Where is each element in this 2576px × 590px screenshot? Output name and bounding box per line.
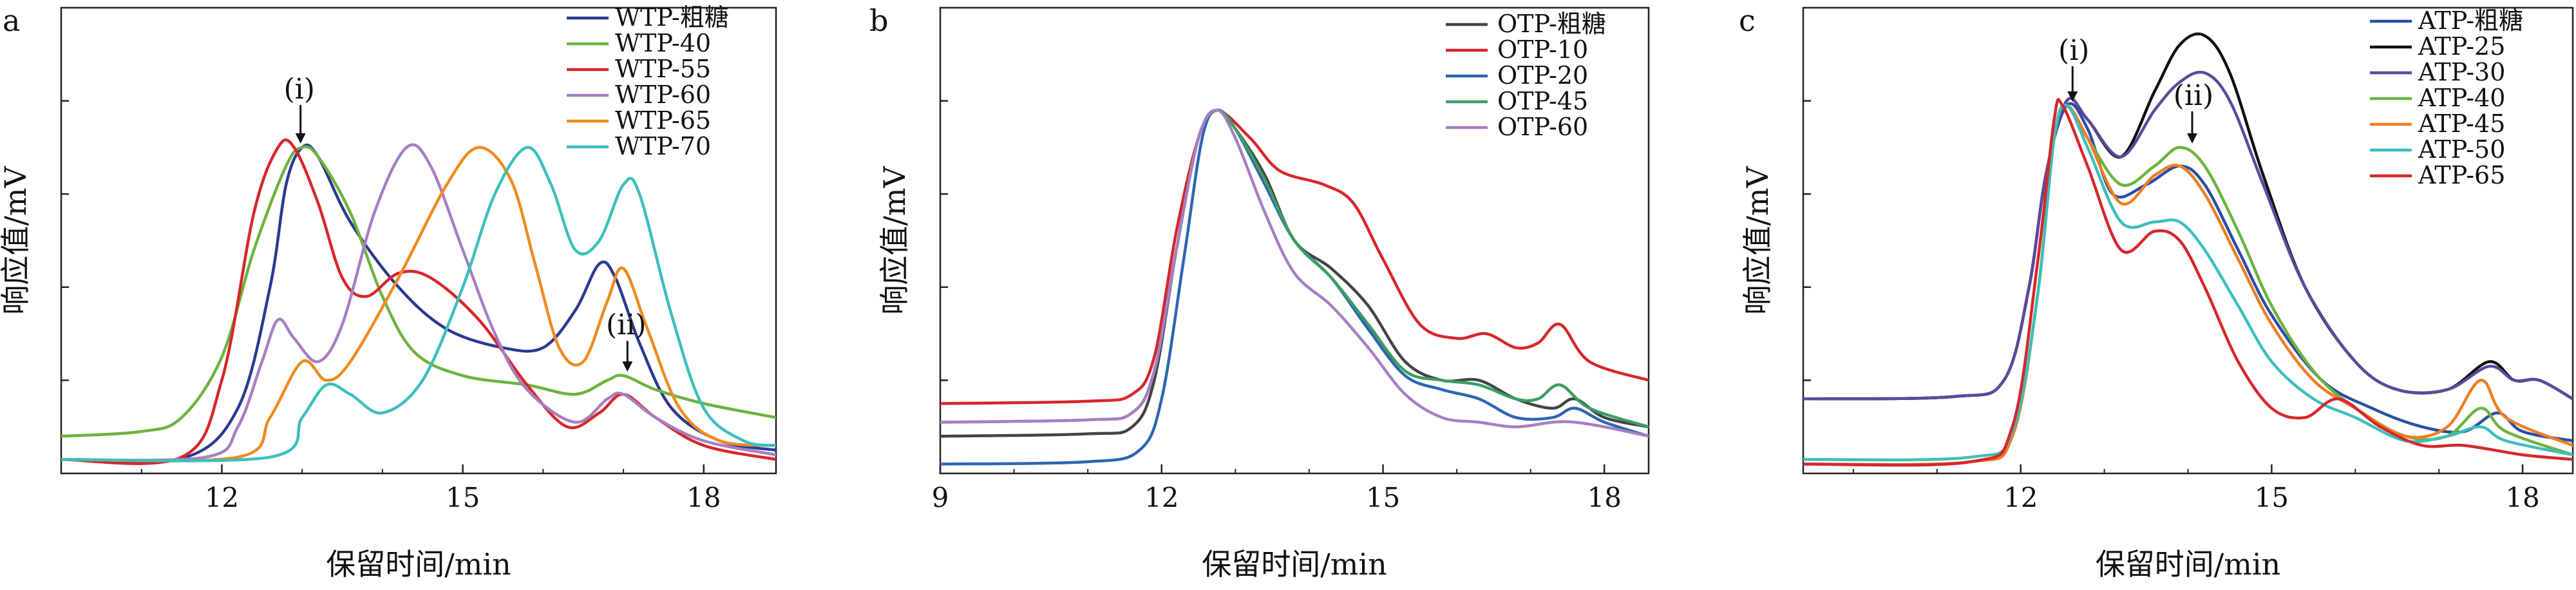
series-group xyxy=(1803,32,2573,467)
series-group xyxy=(61,138,776,465)
series-line-WTP-65 xyxy=(61,146,776,462)
legend-entry: WTP-55 xyxy=(615,55,711,83)
y-axis-label: 响应值/mV xyxy=(1740,166,1775,315)
legend-entry: WTP-70 xyxy=(615,132,711,160)
chart-panel-b: 9 12 15 18 保留时间/min 响应值/mV b OTP-粗糖OTP-10OTP-20… xyxy=(869,3,1650,582)
legend-entry: OTP-60 xyxy=(1497,113,1588,141)
legend-entry: OTP-20 xyxy=(1497,61,1588,90)
x-axis-label: 保留时间/min xyxy=(1202,547,1387,582)
legend-entry: WTP-40 xyxy=(615,29,711,57)
annotation-arrow-head xyxy=(2067,91,2078,102)
annotation-label: (ii) xyxy=(606,309,646,341)
y-axis-label: 响应值/mV xyxy=(0,166,33,315)
annotation-label: (i) xyxy=(283,73,314,106)
annotation-arrow-head xyxy=(295,133,306,144)
legend-entry: ATP-25 xyxy=(2418,32,2505,61)
legend-entry: ATP-粗糖 xyxy=(2418,6,2523,35)
x-tick-label: 18 xyxy=(2505,482,2539,513)
series-line-OTP-20 xyxy=(940,108,1649,466)
legend-entry: WTP-粗糖 xyxy=(615,3,729,32)
panel-letter: c xyxy=(1739,3,1756,38)
series-line-OTP-45 xyxy=(940,108,1649,428)
x-axis-label: 保留时间/min xyxy=(2096,547,2280,582)
series-line-WTP-粗糖 xyxy=(61,143,776,464)
series-line-ATP-65 xyxy=(1803,98,2573,467)
series-group xyxy=(940,108,1649,466)
x-tick-label: 18 xyxy=(1587,482,1622,513)
y-axis-label: 响应值/mV xyxy=(877,166,912,315)
x-tick-label: 15 xyxy=(2255,482,2289,513)
series-line-OTP-10 xyxy=(940,108,1649,405)
legend-entry: OTP-10 xyxy=(1497,35,1588,64)
x-tick-label: 12 xyxy=(205,482,239,513)
annotation-label: (i) xyxy=(2058,34,2089,67)
series-line-WTP-70 xyxy=(61,146,776,462)
plot-frame xyxy=(60,6,777,475)
legend-entry: ATP-40 xyxy=(2418,84,2505,112)
x-tick-label: 12 xyxy=(2003,482,2038,513)
series-line-OTP-60 xyxy=(940,108,1649,438)
series-line-ATP-30 xyxy=(1803,70,2573,401)
x-tick-label: 15 xyxy=(446,482,480,513)
x-tick-label: 9 xyxy=(932,482,949,513)
x-tick-label: 18 xyxy=(687,482,721,513)
plot-frame xyxy=(939,6,1650,475)
annotation-arrow-head xyxy=(2186,133,2197,144)
x-tick-label: 12 xyxy=(1144,482,1179,513)
legend-entry: ATP-30 xyxy=(2418,58,2505,86)
series-line-ATP-50 xyxy=(1803,104,2573,462)
series-line-WTP-60 xyxy=(61,143,776,462)
x-axis-label: 保留时间/min xyxy=(326,547,511,582)
legend-entry: ATP-65 xyxy=(2418,161,2505,189)
legend-entry: OTP-粗糖 xyxy=(1497,10,1606,38)
legend-entry: WTP-60 xyxy=(615,81,711,109)
panel-letter: a xyxy=(3,3,20,38)
legend-entry: ATP-45 xyxy=(2418,109,2505,138)
legend-entry: ATP-50 xyxy=(2418,135,2505,164)
series-line-WTP-40 xyxy=(61,145,776,438)
legend-entry: WTP-65 xyxy=(615,106,711,135)
annotation-label: (ii) xyxy=(2174,79,2213,112)
x-tick-label: 15 xyxy=(1366,482,1400,513)
legend-entry: OTP-45 xyxy=(1497,87,1588,115)
annotation-arrow-head xyxy=(622,361,633,372)
panel-letter: b xyxy=(869,3,888,38)
